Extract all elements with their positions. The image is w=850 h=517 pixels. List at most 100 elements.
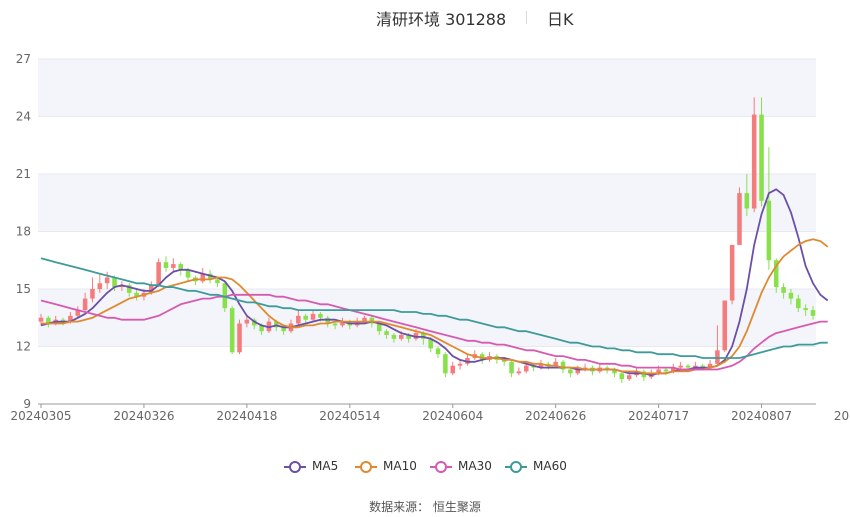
candle-body — [523, 365, 529, 372]
candle-body — [376, 323, 382, 332]
x-tick-label: 20240717 — [628, 409, 689, 423]
candle-body — [126, 285, 132, 293]
candle-body — [671, 367, 676, 372]
candle-body — [568, 369, 573, 374]
title-separator — [526, 11, 527, 24]
y-tick-label: 24 — [16, 110, 31, 124]
candle-body — [751, 114, 757, 209]
candle-body — [546, 363, 551, 366]
candle-body — [450, 365, 456, 374]
ma-line-ma5 — [40, 188, 829, 377]
candle-body — [325, 317, 331, 324]
candle-body — [178, 264, 183, 270]
candle-body — [428, 338, 433, 349]
candle-body — [479, 354, 485, 360]
candle-body — [501, 359, 507, 362]
candle-body — [222, 283, 228, 309]
y-tick-label: 18 — [16, 225, 31, 239]
candle-body — [112, 277, 117, 288]
candle-body — [259, 325, 264, 332]
kline-chart: 9 12 15 18 21 24 27 20240305 20240326 20240418 202… — [10, 52, 850, 423]
candle-body — [773, 260, 779, 288]
grid-band — [38, 174, 816, 232]
candle-body — [244, 319, 250, 324]
candle-body — [229, 308, 235, 353]
candle-body — [200, 273, 206, 282]
ma-line-ma30 — [40, 293, 828, 371]
candle-body — [781, 287, 786, 293]
candle-body — [38, 317, 44, 322]
candle-body — [612, 369, 617, 374]
candle-body — [700, 365, 705, 368]
candle-body — [641, 371, 647, 378]
candle-body — [575, 369, 580, 374]
legend-marker-ma10 — [360, 461, 372, 473]
x-tick-label: 20240827 — [834, 409, 850, 423]
candle-body — [90, 289, 95, 299]
candle-body — [693, 365, 698, 368]
candle-body — [185, 269, 191, 278]
candle-body — [766, 200, 772, 261]
y-tick-label: 21 — [16, 167, 31, 181]
x-tick-label: 20240326 — [113, 409, 174, 423]
candle-body — [274, 321, 279, 328]
candle-body — [340, 321, 345, 326]
candle-body — [332, 323, 338, 326]
candle-body — [149, 285, 154, 293]
y-tick-label: 12 — [16, 340, 31, 354]
x-tick-label: 20240807 — [731, 409, 792, 423]
x-tick-label: 20240305 — [10, 409, 71, 423]
candle-body — [678, 365, 683, 368]
candle-body — [163, 262, 169, 268]
x-tick-label: 20240626 — [525, 409, 586, 423]
legend-label-ma5: MA5 — [312, 459, 339, 473]
candle-body — [443, 354, 448, 374]
candle-body — [626, 375, 632, 380]
candle-body — [413, 333, 419, 339]
chart-title: 清研环境 301288 — [376, 10, 507, 29]
data-source: 数据来源： 恒生聚源 — [369, 500, 481, 514]
y-tick-label: 27 — [16, 52, 31, 66]
candle-body — [82, 298, 88, 311]
candle-body — [685, 365, 691, 368]
y-tick-label: 15 — [16, 282, 31, 296]
x-tick-label: 20240604 — [422, 409, 483, 423]
candle-body — [759, 114, 764, 201]
legend-marker-ma5 — [289, 461, 301, 473]
candle-body — [281, 327, 286, 332]
candle-body — [46, 317, 51, 324]
candle-body — [171, 264, 176, 268]
candle-body — [310, 313, 316, 320]
x-tick-label: 20240514 — [319, 409, 380, 423]
candle-body — [715, 350, 720, 364]
candle-body — [97, 283, 103, 289]
candle-body — [788, 292, 794, 299]
candle-body — [406, 335, 411, 339]
legend-marker-ma60 — [510, 461, 522, 473]
candle-body — [560, 361, 566, 370]
legend-label-ma10: MA10 — [383, 459, 417, 473]
candle-body — [435, 348, 441, 355]
candle-body — [296, 315, 301, 324]
candle-body — [60, 319, 66, 322]
x-tick-label: 20240418 — [216, 409, 277, 423]
legend-marker-ma30 — [435, 461, 447, 473]
candle-body — [656, 369, 661, 374]
candle-body — [604, 367, 610, 370]
candle-body — [68, 315, 73, 322]
grid-band — [38, 289, 816, 347]
candle-body — [75, 310, 81, 316]
period-tab-daily-k[interactable]: 日K — [547, 10, 574, 29]
candle-body — [207, 273, 213, 280]
candle-body — [619, 373, 625, 380]
candle-body — [516, 371, 522, 374]
candle-body — [465, 358, 470, 364]
candle-body — [803, 308, 808, 311]
legend: MA5 MA10 MA30 MA60 — [0, 458, 850, 476]
candle-body — [744, 193, 750, 209]
candle-body — [398, 335, 404, 339]
candle-body — [457, 363, 463, 366]
grid-band — [38, 59, 816, 117]
legend-label-ma60: MA60 — [533, 459, 567, 473]
candle-body — [707, 363, 713, 368]
